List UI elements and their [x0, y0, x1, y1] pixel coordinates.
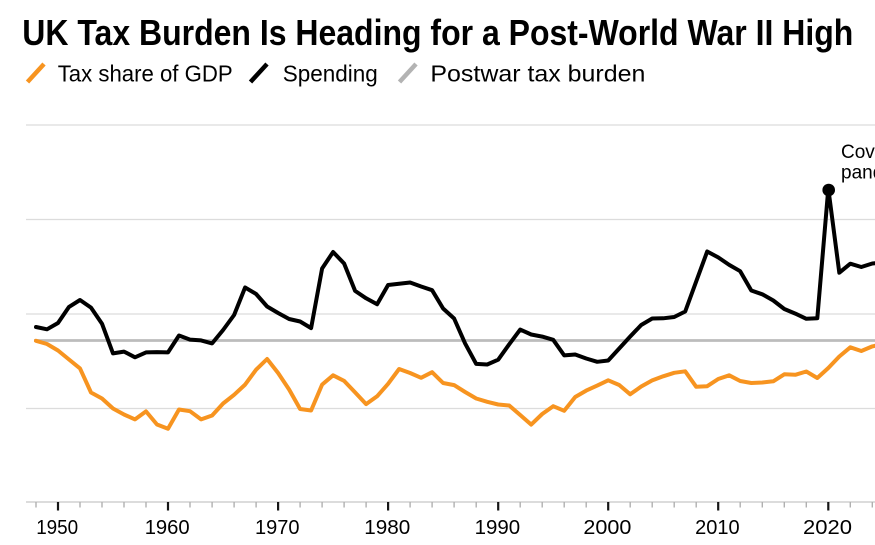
svg-text:pandemic: pandemic: [841, 163, 875, 184]
svg-text:1990: 1990: [475, 516, 521, 539]
svg-text:1980: 1980: [364, 516, 410, 539]
svg-text:2020: 2020: [803, 516, 852, 539]
svg-text:2010: 2010: [695, 516, 740, 539]
svg-text:Postwar tax burden: Postwar tax burden: [430, 60, 645, 86]
svg-text:1960: 1960: [145, 516, 190, 539]
svg-text:Tax share of GDP: Tax share of GDP: [58, 60, 233, 86]
svg-text:1950: 1950: [36, 516, 78, 539]
svg-text:2000: 2000: [583, 516, 631, 539]
svg-text:Covid: Covid: [841, 142, 875, 163]
svg-text:1970: 1970: [255, 516, 300, 539]
svg-text:Spending: Spending: [283, 60, 378, 86]
svg-text:UK Tax Burden Is Heading for a: UK Tax Burden Is Heading for a Post-Worl…: [22, 12, 853, 53]
